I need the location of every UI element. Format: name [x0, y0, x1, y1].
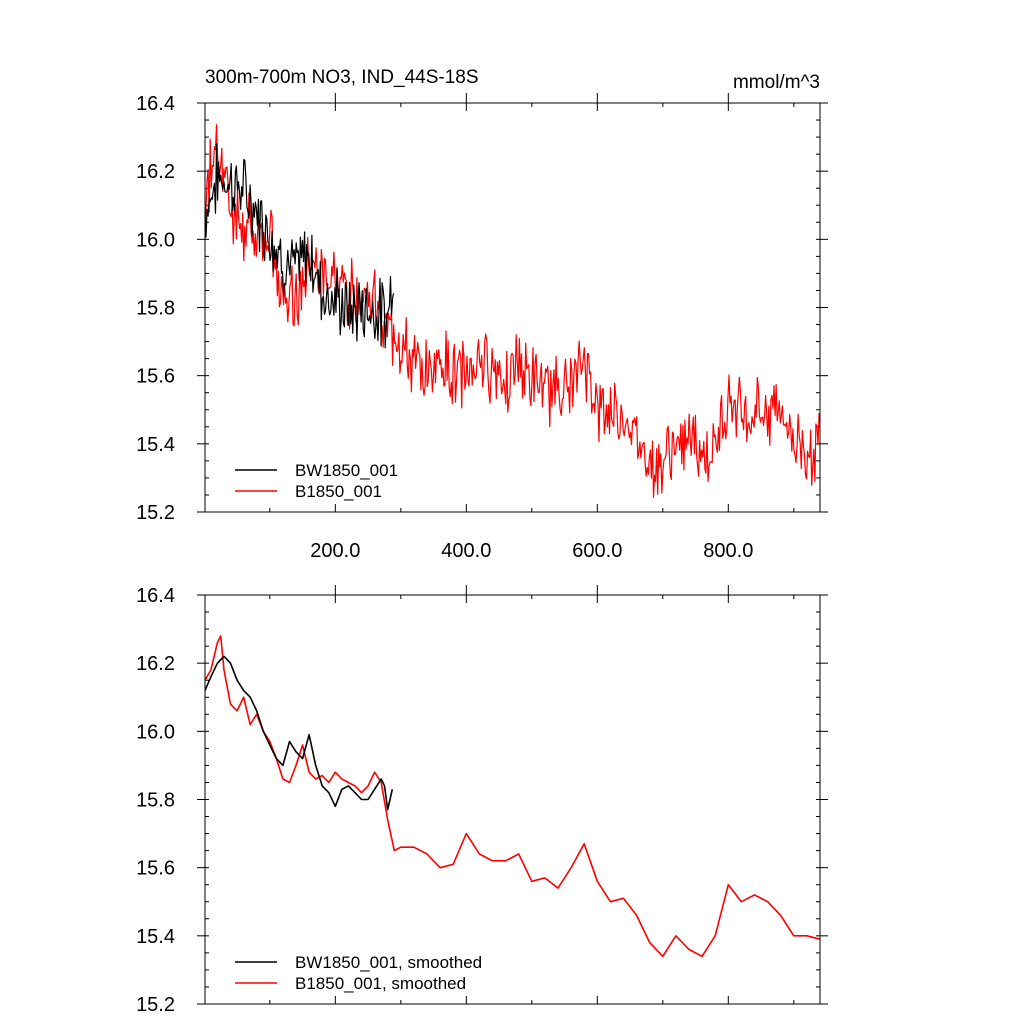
- y-tick-label: 15.6: [136, 366, 175, 388]
- units-label: mmol/m^3: [733, 72, 820, 93]
- legend-label-b1850: B1850_001: [295, 482, 382, 501]
- y-tick-label: 16.4: [136, 93, 175, 115]
- plot-frame: [204, 102, 821, 513]
- series-lines: [204, 124, 820, 498]
- legend: BW1850_001 B1850_001: [235, 461, 398, 501]
- y-tick-labels: 15.2 15.4 15.6 15.8 16.0 16.2 16.4: [136, 585, 175, 1016]
- axis-ticks: [197, 93, 828, 513]
- series-line-bw1850-001: [204, 143, 395, 349]
- y-tick-label: 15.2: [136, 502, 175, 524]
- x-tick-label: 600.0: [572, 540, 622, 562]
- legend: BW1850_001, smoothed B1850_001, smoothed: [235, 953, 482, 993]
- chart-title: 300m-700m NO3, IND_44S-18S: [205, 67, 479, 88]
- series-lines: [204, 635, 821, 958]
- legend-label-b1850-smoothed: B1850_001, smoothed: [295, 974, 466, 993]
- top-panel: 300m-700m NO3, IND_44S-18S mmol/m^3 15.2…: [136, 67, 828, 562]
- y-tick-label: 15.4: [136, 434, 175, 456]
- x-tick-label: 800.0: [703, 540, 753, 562]
- series-line-bw1850-001-smoothed: [204, 655, 394, 811]
- plot-frame: [204, 594, 821, 1005]
- y-tick-label: 16.2: [136, 161, 175, 183]
- x-tick-labels: 200.0 400.0 600.0 800.0: [310, 540, 753, 562]
- y-tick-labels: 15.2 15.4 15.6 15.8 16.0 16.2 16.4: [136, 93, 175, 524]
- legend-label-bw1850: BW1850_001: [295, 461, 398, 480]
- series-line-b1850-001-smoothed: [204, 635, 821, 958]
- x-tick-label: 400.0: [441, 540, 491, 562]
- y-tick-label: 15.2: [136, 994, 175, 1016]
- y-tick-label: 15.4: [136, 926, 175, 948]
- y-tick-label: 16.2: [136, 653, 175, 675]
- series-line-b1850-001: [204, 124, 820, 498]
- y-tick-label: 15.6: [136, 858, 175, 880]
- y-tick-label: 16.0: [136, 721, 175, 743]
- axis-ticks: [197, 585, 828, 1005]
- bottom-panel: 15.2 15.4 15.6 15.8 16.0 16.2 16.4 BW1850_001,…: [136, 585, 828, 1016]
- y-tick-label: 16.0: [136, 229, 175, 251]
- y-tick-label: 15.8: [136, 790, 175, 812]
- y-tick-label: 16.4: [136, 585, 175, 607]
- x-tick-label: 200.0: [310, 540, 360, 562]
- legend-label-bw1850-smoothed: BW1850_001, smoothed: [295, 953, 482, 972]
- y-tick-label: 15.8: [136, 298, 175, 320]
